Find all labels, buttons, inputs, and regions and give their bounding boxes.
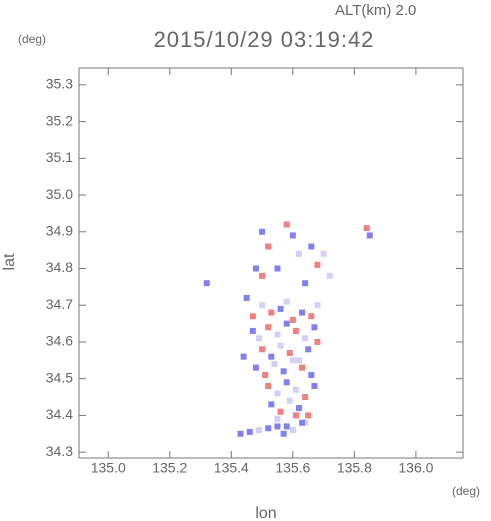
radar-cell <box>299 309 306 316</box>
radar-cell <box>283 320 290 327</box>
y-tick-label: 35.1 <box>46 149 73 165</box>
radar-cell <box>314 261 321 268</box>
radar-cell <box>308 372 315 379</box>
radar-cell <box>289 232 296 239</box>
radar-cell <box>314 338 321 345</box>
y-axis-label: lat <box>1 253 18 270</box>
x-tick-label: 136.0 <box>398 460 433 476</box>
x-axis-label: lon <box>255 505 276 521</box>
radar-cell <box>292 327 299 334</box>
y-unit: (deg) <box>18 32 46 46</box>
radar-cell <box>259 302 266 309</box>
radar-cell <box>299 364 306 371</box>
y-tick-label: 34.6 <box>46 333 73 349</box>
radar-cell <box>259 346 266 353</box>
radar-cell <box>289 427 296 434</box>
radar-cell <box>259 272 266 279</box>
radar-cell <box>283 221 290 228</box>
radar-cell <box>265 383 272 390</box>
radar-cell <box>268 309 275 316</box>
radar-cell <box>280 430 287 437</box>
y-tick-label: 34.5 <box>46 369 73 385</box>
radar-cell <box>252 364 259 371</box>
radar-cell <box>289 316 296 323</box>
radar-cell <box>277 408 284 415</box>
x-tick-label: 135.2 <box>152 460 187 476</box>
y-tick-label: 35.3 <box>46 76 73 92</box>
y-tick-label: 35.0 <box>46 186 73 202</box>
radar-cell <box>311 383 318 390</box>
radar-cell <box>249 313 256 320</box>
radar-cell <box>268 353 275 360</box>
radar-cell <box>326 272 333 279</box>
radar-cell <box>320 250 327 257</box>
radar-cell <box>305 412 312 419</box>
radar-cell <box>296 250 302 257</box>
radar-cell <box>308 313 315 320</box>
y-tick-label: 34.7 <box>46 296 73 312</box>
radar-cell <box>296 357 302 364</box>
radar-cell <box>274 416 281 423</box>
radar-cell <box>271 360 278 367</box>
radar-cell <box>296 405 302 412</box>
radar-cell <box>280 368 287 375</box>
chart-subtitle: ALT(km) 2.0 <box>335 2 416 19</box>
plot-frame <box>78 67 464 459</box>
radar-cell <box>268 401 275 408</box>
y-tick-label: 34.3 <box>46 443 73 459</box>
radar-cell <box>302 419 309 426</box>
radar-cell <box>292 386 299 393</box>
radar-cell <box>252 265 259 272</box>
radar-cell <box>203 280 210 287</box>
radar-cell <box>274 390 281 397</box>
x-tick-label: 135.4 <box>214 460 249 476</box>
x-tick-label: 135.6 <box>275 460 310 476</box>
radar-cell <box>259 228 266 235</box>
radar-cell <box>311 324 318 331</box>
radar-cell <box>274 265 281 272</box>
radar-cell <box>274 331 281 338</box>
radar-cell <box>286 349 293 356</box>
radar-cell <box>277 342 284 349</box>
radar-cell <box>249 327 256 334</box>
radar-cell <box>243 294 250 301</box>
x-tick-label: 135.8 <box>337 460 372 476</box>
radar-cell <box>299 419 306 426</box>
radar-cell <box>262 372 269 379</box>
radar-cell <box>366 232 373 239</box>
radar-cell <box>305 346 312 353</box>
radar-cell <box>302 280 309 287</box>
y-tick-label: 34.8 <box>46 259 73 275</box>
chart-title: 2015/10/29 03:19:42 <box>154 27 375 52</box>
radar-cell <box>283 379 290 386</box>
y-tick-label: 35.2 <box>46 112 73 128</box>
radar-cell <box>265 324 272 331</box>
radar-cell <box>265 243 272 250</box>
y-tick-label: 34.9 <box>46 222 73 238</box>
radar-cell <box>265 425 272 432</box>
x-unit: (deg) <box>452 484 480 498</box>
radar-cell <box>308 243 315 250</box>
radar-cell <box>256 427 262 434</box>
radar-cell <box>256 335 262 342</box>
radar-cell <box>363 225 370 232</box>
radar-cell <box>302 335 309 342</box>
y-tick-label: 34.4 <box>46 406 73 422</box>
radar-cell <box>283 298 290 305</box>
radar-cell <box>237 430 244 437</box>
radar-cell <box>286 397 293 404</box>
radar-cell <box>292 412 299 419</box>
radar-cell <box>314 302 321 309</box>
radar-cell <box>289 357 296 364</box>
radar-cell <box>283 423 290 430</box>
radar-cell <box>277 305 284 312</box>
radar-cell <box>302 394 309 401</box>
radar-cell <box>246 428 253 435</box>
radar-cell <box>274 423 281 430</box>
radar-cell <box>240 353 247 360</box>
x-tick-label: 135.0 <box>91 460 126 476</box>
